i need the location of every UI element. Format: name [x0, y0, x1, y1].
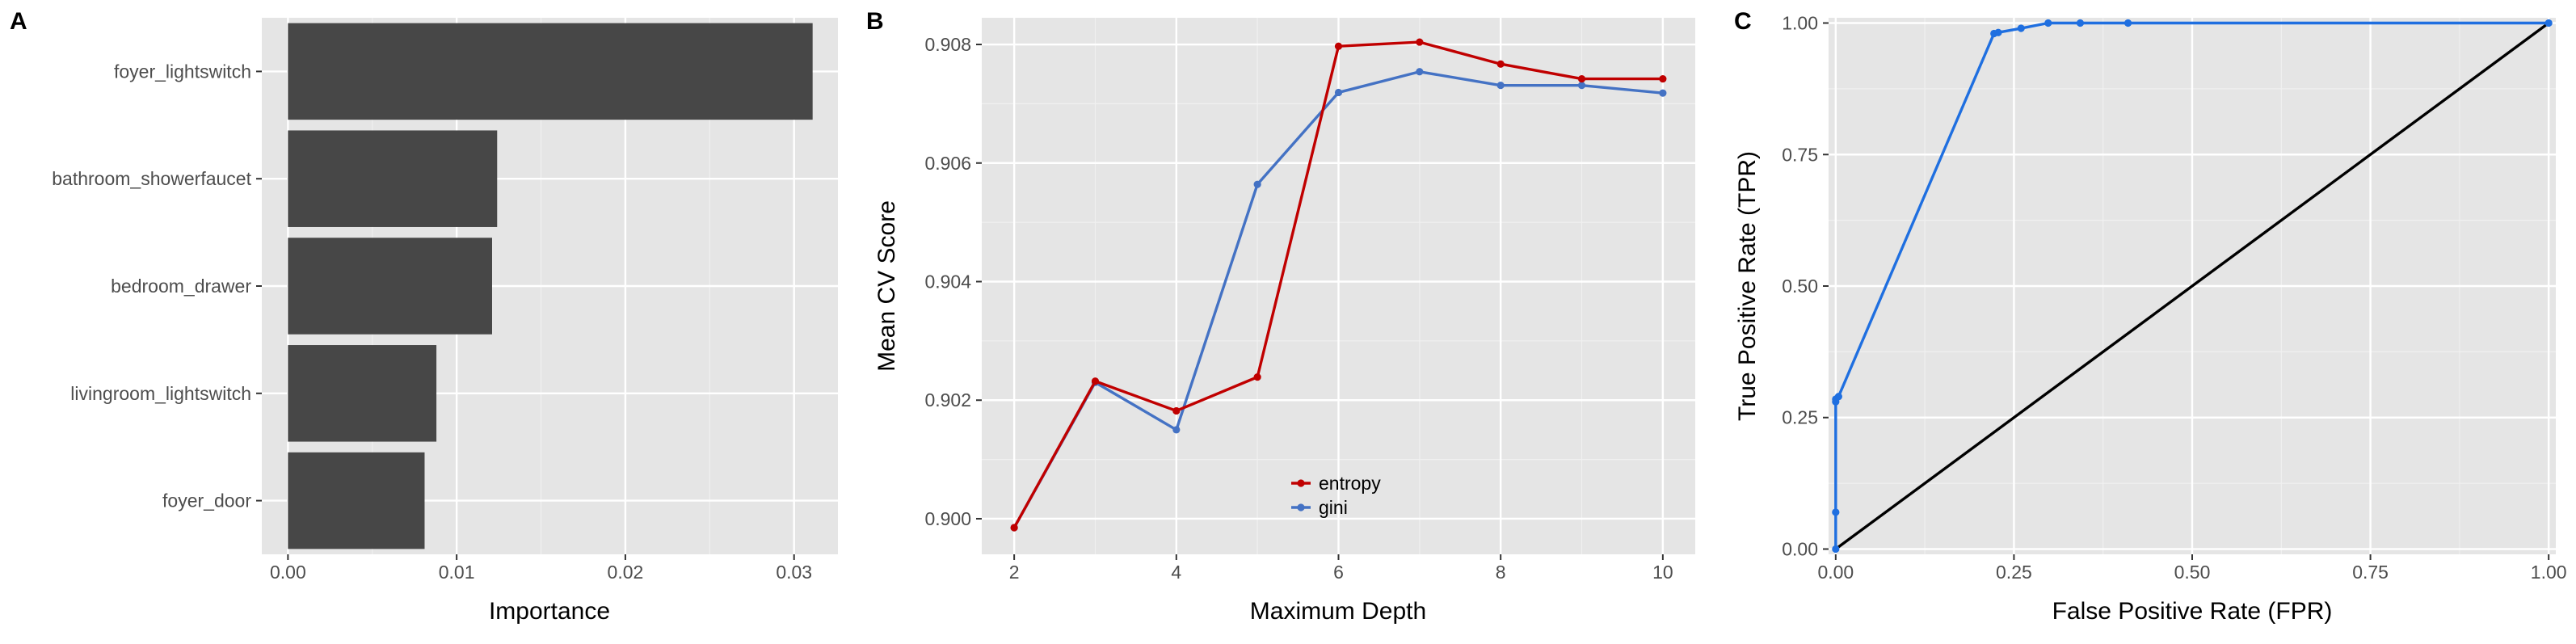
roc-point	[1834, 393, 1842, 401]
x-tick-label: 6	[1333, 562, 1344, 583]
y-tick-label: 0.908	[924, 34, 971, 55]
point-gini	[1172, 426, 1181, 434]
panel-b-axes: 2 4 6 8 10 0.900 0.902 0.904 0.906 0.908	[924, 34, 1673, 583]
y-tick-label: bathroom_showerfaucet	[52, 168, 251, 189]
point-gini	[1577, 82, 1586, 90]
y-tick-label: 0.25	[1782, 407, 1818, 428]
roc-point	[1832, 508, 1840, 516]
panel-b-label: B	[866, 8, 884, 35]
y-tick-label: 0.902	[924, 389, 971, 410]
x-tick-label: 0.00	[1817, 562, 1854, 583]
point-gini	[1496, 82, 1505, 90]
y-tick-label: 0.00	[1782, 538, 1818, 559]
x-tick-label: 0.25	[1996, 562, 2032, 583]
x-tick-label: 0.00	[270, 562, 306, 583]
panel-b-xlabel: Maximum Depth	[1250, 598, 1426, 625]
panel-b-grid	[982, 18, 1695, 554]
y-tick-label: 0.900	[924, 508, 971, 529]
point-entropy	[1253, 373, 1261, 381]
x-tick-label: 0.03	[776, 562, 812, 583]
x-tick-label: 8	[1496, 562, 1506, 583]
y-tick-label: foyer_lightswitch	[114, 61, 251, 82]
y-tick-label: 1.00	[1782, 13, 1818, 34]
panel-a-axes: 0.00 0.01 0.02 0.03 foyer_lightswitchbathroo…	[52, 61, 812, 583]
x-tick-label: 0.50	[2174, 562, 2211, 583]
point-entropy	[1172, 406, 1181, 415]
panel-c-label: C	[1734, 8, 1752, 35]
bar	[288, 23, 813, 120]
panel-b-ylabel: Mean CV Score	[873, 200, 900, 372]
roc-point	[2124, 19, 2132, 27]
legend-label: gini	[1319, 497, 1348, 518]
roc-point	[1832, 545, 1840, 554]
roc-point	[1994, 28, 2002, 36]
point-gini	[1253, 180, 1261, 188]
panel-b-lines	[1010, 38, 1667, 532]
y-tick-label: 0.75	[1782, 144, 1818, 165]
point-gini	[1334, 88, 1343, 97]
legend-key-point	[1297, 503, 1305, 511]
panel-a: 0.00 0.01 0.02 0.03 foyer_lightswitchbathroo…	[10, 8, 838, 625]
panel-c-axes: 0.00 0.25 0.50 0.75 1.00 0.00 0.25 0.50 0.75 1.00	[1782, 13, 2566, 583]
x-tick-label: 10	[1652, 562, 1673, 583]
roc-point	[2044, 19, 2052, 27]
roc-point	[2017, 24, 2025, 32]
panel-c-xlabel: False Positive Rate (FPR)	[2052, 598, 2333, 625]
bar	[288, 452, 425, 549]
roc-point	[2544, 19, 2553, 27]
point-gini	[1659, 89, 1667, 97]
point-entropy	[1496, 60, 1505, 68]
y-tick-label: 0.906	[924, 153, 971, 174]
bar	[288, 238, 492, 335]
x-tick-label: 4	[1171, 562, 1181, 583]
x-tick-label: 0.75	[2352, 562, 2389, 583]
point-entropy	[1091, 377, 1100, 385]
panel-c: 0.00 0.25 0.50 0.75 1.00 0.00 0.25 0.50 0.75 1.00…	[1734, 8, 2567, 625]
panel-b-legend: entropy gini	[1291, 473, 1381, 518]
y-tick-label: 0.50	[1782, 276, 1818, 297]
legend-label: entropy	[1319, 473, 1381, 494]
bar	[288, 130, 498, 227]
x-tick-label: 2	[1009, 562, 1020, 583]
legend-key-point	[1297, 479, 1305, 487]
roc-point	[2076, 19, 2085, 27]
bar	[288, 345, 437, 442]
y-tick-label: bedroom_drawer	[111, 276, 251, 297]
panel-b: 2 4 6 8 10 0.900 0.902 0.904 0.906 0.908 B Maximu…	[866, 8, 1695, 625]
point-entropy	[1334, 42, 1343, 50]
point-entropy	[1010, 524, 1018, 532]
panel-a-bars	[288, 23, 813, 549]
panel-a-xlabel: Importance	[489, 598, 610, 625]
y-tick-label: 0.904	[924, 271, 971, 292]
panel-a-label: A	[10, 8, 27, 35]
reference-diagonal-line	[1834, 22, 2550, 550]
x-tick-label: 0.01	[439, 562, 475, 583]
x-tick-label: 0.02	[608, 562, 644, 583]
y-tick-label: foyer_door	[162, 490, 251, 511]
x-tick-label: 1.00	[2531, 562, 2567, 583]
y-tick-label: livingroom_lightswitch	[70, 383, 251, 404]
panel-c-lines	[1832, 19, 2553, 554]
point-entropy	[1416, 38, 1424, 46]
panel-c-ylabel: True Positive Rate (TPR)	[1734, 151, 1761, 421]
point-entropy	[1659, 74, 1667, 83]
point-entropy	[1577, 74, 1586, 83]
point-gini	[1416, 68, 1424, 76]
